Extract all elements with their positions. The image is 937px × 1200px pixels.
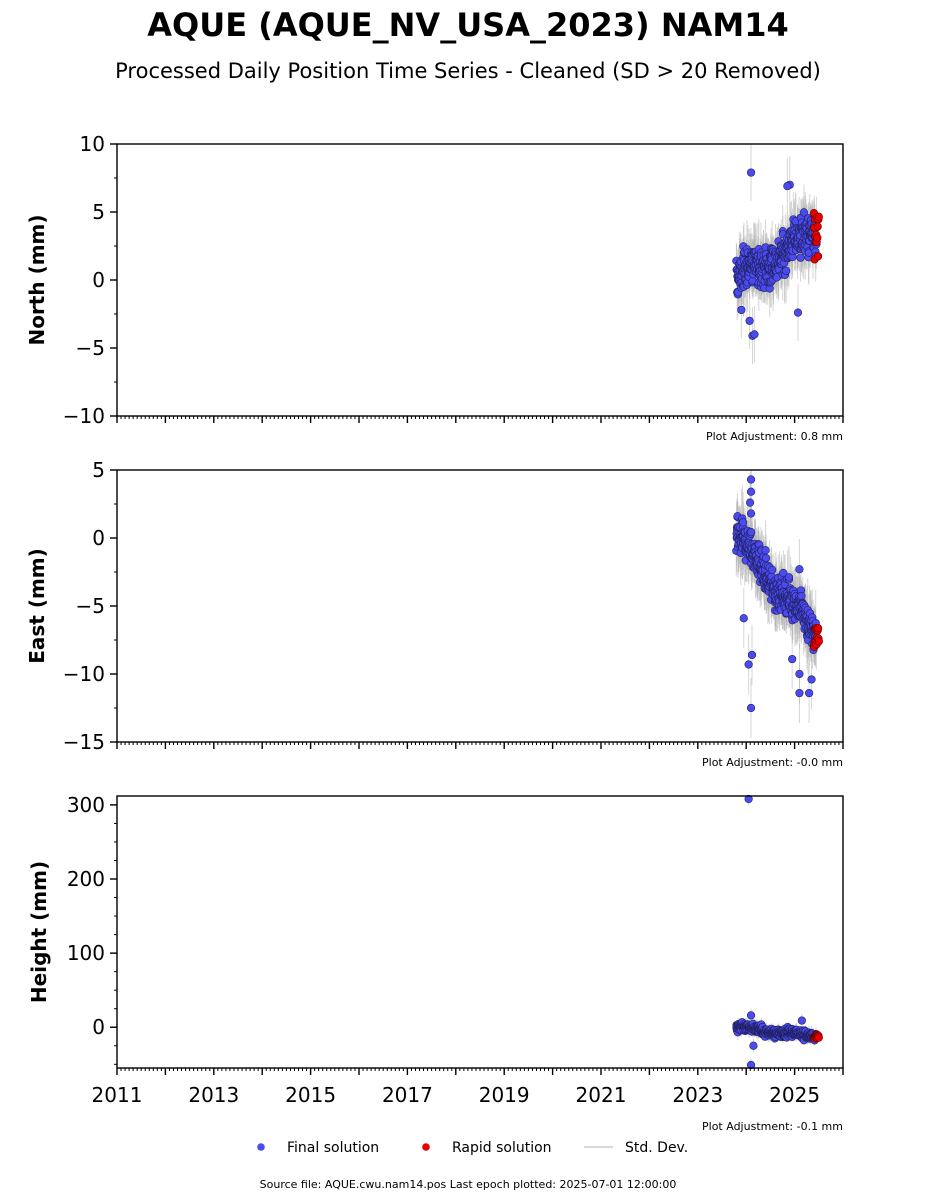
x-tick-label: 2013 bbox=[188, 1083, 239, 1107]
east-ylabel: East (mm) bbox=[25, 548, 49, 664]
y-tick-label: 0 bbox=[92, 268, 105, 292]
y-tick-label: 0 bbox=[92, 526, 105, 550]
height-ylabel: Height (mm) bbox=[27, 861, 51, 1003]
x-tick-label: 2021 bbox=[576, 1083, 627, 1107]
final-solution-point bbox=[746, 703, 756, 713]
final-solution-point bbox=[761, 546, 770, 555]
rapid-solution-point bbox=[814, 637, 823, 646]
final-solution-point bbox=[788, 654, 797, 664]
final-solution-point bbox=[738, 518, 748, 527]
height-panel: Height (mm) Plot Adjustment: -0.1 mm 0 10… bbox=[27, 793, 844, 1133]
east-final-points bbox=[732, 475, 821, 713]
y-tick-label: 100 bbox=[67, 941, 105, 965]
y-tick-label: −5 bbox=[76, 336, 105, 360]
final-solution-point bbox=[747, 528, 756, 537]
legend-rapid-marker bbox=[422, 1143, 430, 1151]
final-solution-point bbox=[746, 1011, 756, 1020]
north-rapid-points bbox=[809, 209, 823, 264]
y-tick-label: 10 bbox=[80, 132, 105, 156]
legend-std-label: Std. Dev. bbox=[625, 1140, 688, 1156]
legend-final-label: Final solution bbox=[287, 1140, 379, 1156]
final-solution-point bbox=[746, 487, 756, 496]
final-solution-point bbox=[795, 669, 804, 679]
north-ylabel: North (mm) bbox=[25, 214, 49, 345]
north-panel: North (mm) Plot Adjustment: 0.8 mm −10 −5… bbox=[25, 132, 844, 443]
x-tick-label: 2019 bbox=[479, 1083, 530, 1107]
final-solution-point bbox=[796, 253, 805, 262]
final-solution-point bbox=[746, 168, 756, 177]
rapid-solution-point bbox=[813, 222, 822, 231]
rapid-solution-point bbox=[814, 212, 823, 221]
y-tick-label: 300 bbox=[67, 793, 105, 817]
final-solution-point bbox=[745, 498, 755, 507]
final-solution-point bbox=[784, 573, 794, 582]
final-solution-point bbox=[793, 308, 803, 317]
final-solution-point bbox=[747, 650, 757, 660]
final-solution-point bbox=[744, 794, 753, 804]
x-tick-label: 2023 bbox=[672, 1083, 723, 1107]
final-solution-point bbox=[746, 1060, 756, 1070]
y-tick-label: −10 bbox=[63, 404, 105, 428]
east-panel: East (mm) Plot Adjustment: -0.0 mm −15 −1… bbox=[25, 458, 844, 769]
east-adjustment-label: Plot Adjustment: -0.0 mm bbox=[702, 756, 843, 769]
final-solution-point bbox=[783, 182, 792, 191]
east-rapid-points bbox=[809, 624, 823, 651]
final-solution-point bbox=[795, 565, 804, 574]
north-final-points bbox=[732, 168, 821, 340]
y-tick-label: −5 bbox=[76, 594, 105, 618]
legend: Final solution Rapid solution Std. Dev. bbox=[257, 1140, 688, 1156]
east-plot-frame bbox=[116, 469, 844, 743]
chart-subtitle: Processed Daily Position Time Series - C… bbox=[115, 59, 821, 83]
final-solution-point bbox=[746, 509, 756, 518]
legend-rapid-label: Rapid solution bbox=[452, 1140, 552, 1156]
rapid-solution-point bbox=[813, 252, 823, 261]
y-tick-label: 5 bbox=[92, 458, 105, 482]
final-solution-point bbox=[746, 475, 756, 484]
final-solution-point bbox=[797, 1016, 806, 1025]
height-adjustment-label: Plot Adjustment: -0.1 mm bbox=[702, 1120, 843, 1133]
final-solution-point bbox=[737, 305, 746, 315]
final-solution-point bbox=[768, 565, 777, 574]
rapid-solution-point bbox=[814, 1033, 823, 1042]
final-solution-point bbox=[739, 614, 748, 623]
rapid-solution-point bbox=[813, 624, 823, 633]
rapid-solution-point bbox=[813, 233, 822, 243]
final-solution-point bbox=[750, 330, 759, 339]
source-footer: Source file: AQUE.cwu.nam14.pos Last epo… bbox=[260, 1178, 677, 1191]
x-tick-label: 2011 bbox=[92, 1083, 143, 1107]
final-solution-point bbox=[797, 591, 806, 601]
final-solution-point bbox=[779, 568, 788, 578]
final-solution-point bbox=[761, 553, 771, 563]
height-final-points bbox=[732, 794, 821, 1070]
y-tick-label: 200 bbox=[67, 867, 105, 891]
y-tick-label: −10 bbox=[63, 662, 105, 686]
height-rapid-points bbox=[809, 1030, 823, 1043]
final-solution-point bbox=[749, 1041, 758, 1050]
y-tick-label: −15 bbox=[63, 730, 105, 754]
final-solution-point bbox=[782, 266, 791, 275]
x-tick-label: 2015 bbox=[285, 1083, 336, 1107]
north-adjustment-label: Plot Adjustment: 0.8 mm bbox=[706, 430, 843, 443]
x-tick-label: 2017 bbox=[382, 1083, 433, 1107]
final-solution-point bbox=[805, 688, 814, 698]
y-tick-label: 0 bbox=[92, 1015, 105, 1039]
final-solution-point bbox=[807, 675, 816, 684]
legend-final-marker bbox=[257, 1143, 265, 1151]
final-solution-point bbox=[799, 208, 809, 217]
chart-title: AQUE (AQUE_NV_USA_2023) NAM14 bbox=[147, 6, 788, 44]
final-solution-point bbox=[745, 316, 754, 325]
x-tick-label: 2025 bbox=[769, 1083, 820, 1107]
y-tick-label: 5 bbox=[92, 200, 105, 224]
final-solution-point bbox=[795, 688, 804, 698]
final-solution-point bbox=[744, 660, 753, 669]
